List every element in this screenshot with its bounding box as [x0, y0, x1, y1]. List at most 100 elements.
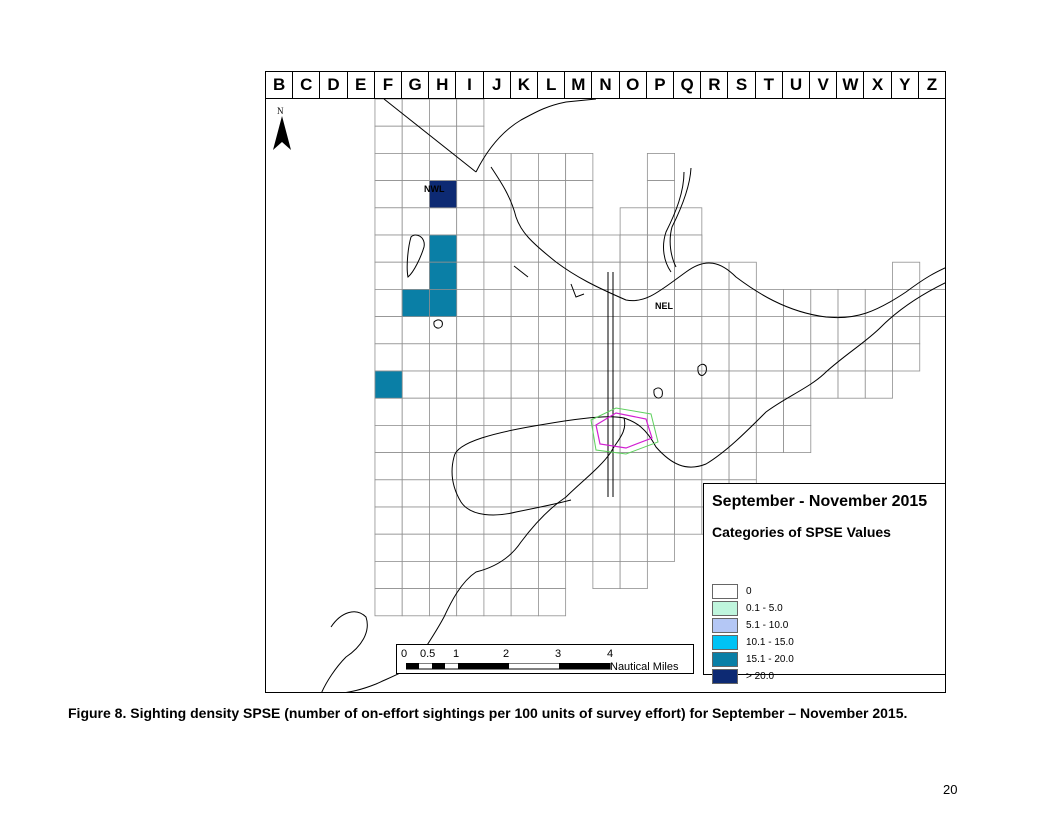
grid-cell	[619, 343, 648, 372]
grid-cell	[537, 316, 567, 345]
grid-cell	[592, 533, 621, 562]
legend-label: 15.1 - 20.0	[746, 654, 794, 665]
legend-item: > 20.0	[712, 668, 774, 685]
grid-cell	[401, 533, 430, 562]
grid-cell	[510, 234, 539, 263]
grid-cell	[701, 261, 730, 290]
grid-cell	[456, 533, 485, 562]
north-arrow-icon	[273, 116, 291, 150]
grid-cell	[619, 506, 648, 535]
grid-cell	[483, 288, 512, 317]
grid-cell	[374, 288, 403, 317]
scale-label: 4	[607, 648, 614, 660]
grid-cell	[537, 506, 567, 535]
scale-label: 2	[503, 648, 510, 660]
grid-cell	[401, 316, 430, 345]
legend-label: 10.1 - 15.0	[746, 637, 794, 648]
column-label: L	[538, 72, 566, 98]
column-label: X	[864, 72, 892, 98]
grid-cell	[565, 261, 594, 290]
grid-cell	[810, 370, 839, 399]
grid-cell	[401, 506, 430, 535]
grid-cell	[374, 533, 403, 562]
grid-cell	[565, 343, 594, 372]
grid-cell	[646, 506, 675, 535]
coastline-path	[321, 611, 368, 692]
grid-cell	[728, 424, 757, 453]
grid-cell	[646, 452, 675, 481]
coastline-path	[383, 98, 477, 173]
grid-cell	[755, 397, 784, 426]
grid-cell	[537, 397, 567, 426]
grid-cell	[565, 316, 594, 345]
column-label: Z	[926, 75, 938, 94]
grid-cell	[674, 424, 703, 453]
grid-cell	[483, 234, 512, 263]
column-label: B	[266, 72, 294, 98]
grid-cell	[701, 288, 730, 317]
grid-cell	[510, 288, 539, 317]
grid-cell	[646, 479, 675, 508]
grid-cell	[374, 560, 403, 589]
scale-label: 0	[401, 648, 408, 660]
grid-cell	[565, 397, 594, 426]
coastline-path	[415, 416, 626, 663]
area-label-nel: NEL	[655, 301, 673, 311]
legend-item: 10.1 - 15.0	[712, 634, 794, 651]
grid-cell	[510, 560, 539, 589]
coastline-path	[433, 319, 443, 329]
grid-cell	[728, 397, 757, 426]
grid-cell	[537, 261, 567, 290]
grid-cell	[483, 452, 512, 481]
legend-swatch	[712, 618, 738, 633]
grid-cell	[401, 479, 430, 508]
grid-cell	[837, 288, 866, 317]
grid-cell	[374, 98, 403, 127]
grid-cell	[429, 397, 458, 426]
grid-cell	[456, 180, 485, 209]
grid-cell	[646, 343, 675, 372]
grid-cell	[401, 343, 430, 372]
figure-caption: Figure 8. Sighting density SPSE (number …	[68, 705, 908, 721]
grid-cell	[374, 261, 403, 290]
grid-cell	[755, 424, 784, 453]
legend-label: > 20.0	[746, 671, 775, 682]
grid-cell	[646, 261, 675, 290]
grid-cell	[565, 533, 594, 562]
legend-item: 0.1 - 5.0	[712, 600, 783, 617]
grid-cell	[619, 479, 648, 508]
grid-cell	[755, 370, 784, 399]
scale-label: 3	[555, 648, 562, 660]
grid-cell	[701, 397, 730, 426]
grid-cell	[510, 261, 539, 290]
scale-label: 1	[453, 648, 460, 660]
grid-cell	[592, 370, 621, 399]
grid-cell	[537, 424, 567, 453]
grid-cell	[456, 588, 485, 617]
legend-label: 5.1 - 10.0	[746, 620, 789, 631]
coastline-path	[663, 171, 685, 273]
grid-cell	[537, 234, 567, 263]
legend: September - November 2015 Categories of …	[703, 483, 945, 684]
grid-cell	[674, 288, 703, 317]
grid-cell	[728, 370, 757, 399]
grid-cell	[429, 316, 458, 345]
grid-cell	[510, 370, 539, 399]
grid-cell	[510, 479, 539, 508]
grid-cell	[565, 180, 594, 209]
grid-cell	[429, 153, 458, 182]
grid-cell	[510, 506, 539, 535]
density-cell	[429, 180, 458, 209]
column-label: I	[456, 72, 484, 98]
grid-cell	[810, 316, 839, 345]
grid-cell	[674, 234, 703, 263]
grid-cell	[456, 288, 485, 317]
grid-cell	[810, 343, 839, 372]
coastline-path	[513, 265, 529, 278]
grid-cell	[592, 288, 621, 317]
grid-cell	[646, 153, 675, 182]
legend-swatch	[712, 652, 738, 667]
grid-cell	[674, 506, 703, 535]
grid-cell	[619, 234, 648, 263]
grid-cell	[483, 479, 512, 508]
